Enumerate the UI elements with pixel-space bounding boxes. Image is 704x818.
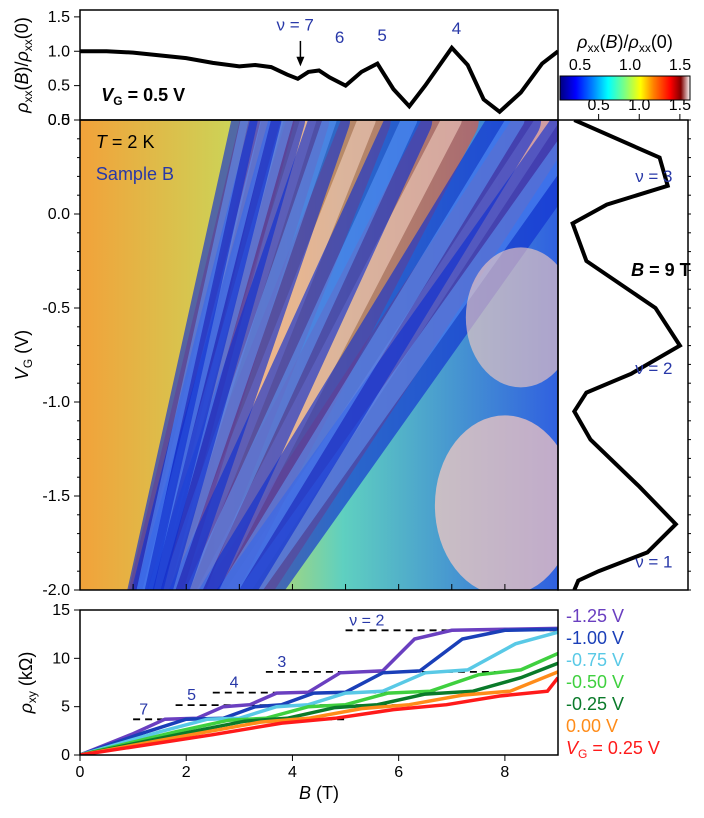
bottom-ytick: 15 — [52, 602, 70, 619]
figure-root: 0.0 0.5 1.0 1.5 ρxx(B)/ρxx(0) 0.5 1.0 1.5 0 5 10… — [0, 0, 704, 818]
plateau-nu-label: 5 — [187, 687, 196, 704]
figure-svg: 0.0 0.5 1.0 1.5 ρxx(B)/ρxx(0) 0.5 1.0 1.5 0 5 10… — [0, 0, 704, 818]
colorbar-label: ρxx(B)/ρxx(0) — [576, 32, 673, 55]
top-nu6: 6 — [335, 28, 344, 47]
right-nu3: ν = 3 — [635, 167, 672, 186]
heatmap-ytick: 0.0 — [48, 206, 70, 223]
plateau-nu-label: 3 — [277, 654, 286, 671]
colorbar-tick: 0.5 — [569, 57, 591, 74]
legend-entry: -0.50 V — [566, 672, 624, 692]
legend-entry: -1.25 V — [566, 606, 624, 626]
bottom-xtick: 0 — [76, 764, 85, 781]
right-nu1: ν = 1 — [635, 552, 672, 571]
top-ytick: 1.5 — [48, 9, 70, 26]
bottom-ytick: 10 — [52, 650, 70, 667]
plateau-nu-label: 7 — [139, 701, 148, 718]
top-ytick: 0.5 — [48, 78, 70, 95]
top-ytick: 1.0 — [48, 43, 70, 60]
colorbar-tick: 1.5 — [669, 57, 691, 74]
top-nu7: ν = 7 — [277, 16, 314, 35]
right-b-label: B = 9 T — [631, 260, 691, 280]
heatmap-ytick: -1.5 — [42, 488, 70, 505]
heatmap-ytick: -1.0 — [42, 394, 70, 411]
colorbar-tick: 1.0 — [619, 57, 641, 74]
bottom-xtick: 8 — [500, 764, 509, 781]
plateau-nu-label: 4 — [230, 675, 239, 692]
legend-entry: -0.75 V — [566, 650, 624, 670]
bottom-ytick: 5 — [61, 699, 70, 716]
bottom-xlabel: B (T) — [299, 783, 339, 803]
bottom-xtick: 4 — [288, 764, 297, 781]
colorbar-rect — [560, 76, 690, 100]
legend-entry: -1.00 V — [566, 628, 624, 648]
legend-entry: 0.00 V — [566, 716, 618, 736]
series-legend: -1.25 V-1.00 V-0.75 V-0.50 V-0.25 V0.00 … — [566, 606, 660, 761]
top-nu5: 5 — [377, 26, 386, 45]
heatmap-ytick: -0.5 — [42, 300, 70, 317]
bottom-xtick: 2 — [182, 764, 191, 781]
bottom-xtick: 6 — [394, 764, 403, 781]
top-nu4: 4 — [452, 19, 461, 38]
heatmap-ytick: 0.5 — [48, 112, 70, 129]
heatmap-temp-label: T = 2 K — [96, 132, 155, 152]
plateau-nu-label: ν = 2 — [349, 612, 384, 629]
bottom-traces-panel: 0 5 10 15 0 2 4 6 8 B (T) ρxy (kΩ) — [16, 602, 558, 803]
bottom-ytick: 0 — [61, 747, 70, 764]
right-nu2: ν = 2 — [635, 359, 672, 378]
heatmap-ytick: -2.0 — [42, 582, 70, 599]
legend-entry: VG = 0.25 V — [566, 738, 660, 761]
legend-entry: -0.25 V — [566, 694, 624, 714]
top-ylabel: ρxx(B)/ρxx(0) — [12, 17, 35, 114]
bottom-ylabel: ρxy (kΩ) — [16, 652, 39, 715]
heatmap-ylabel: VG (V) — [12, 330, 35, 380]
heatmap-sample-label: Sample B — [96, 164, 174, 184]
colorbar: 0.5 1.0 1.5 ρxx(B)/ρxx(0) — [560, 32, 691, 100]
